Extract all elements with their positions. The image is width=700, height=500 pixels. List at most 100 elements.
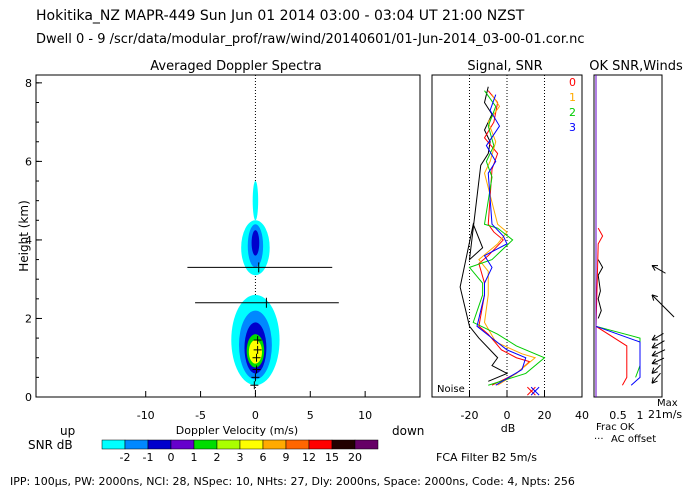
spectra-title: Averaged Doppler Spectra — [150, 59, 321, 74]
colorbar-cell — [331, 439, 356, 450]
wind-arrow — [651, 372, 661, 384]
wind-arrow-head — [651, 358, 656, 364]
velocity-tick-label: -5 — [195, 409, 206, 422]
colorbar-cell — [170, 439, 195, 450]
snr-axis: -20 0 20 40 — [461, 391, 589, 422]
wind-arrow-head — [651, 367, 655, 374]
colorbar-cell — [354, 439, 379, 450]
snr-lines — [459, 86, 546, 396]
up-label: up — [60, 424, 75, 438]
dwell-legend: 0 1 2 3 — [569, 76, 576, 134]
wind-arrow — [651, 357, 665, 365]
wind-arrow — [651, 349, 666, 357]
frac-ok-tick-label: 1 — [637, 409, 644, 422]
legend-entry: 0 — [569, 76, 576, 89]
colorbar-cell — [239, 439, 264, 450]
upper-echo-tail — [252, 181, 259, 221]
colorbar-tick-label: 0 — [168, 451, 175, 464]
db-label: dB — [501, 422, 516, 435]
fca-filter-label: FCA Filter B2 5m/s — [436, 451, 537, 464]
frac-ok-axis: 0.5 1 — [609, 409, 643, 422]
colorbar-cell — [262, 439, 287, 450]
height-tick-label: 0 — [25, 391, 32, 404]
ok-line — [595, 325, 641, 386]
snr-title: Signal, SNR — [467, 59, 542, 74]
wind-arrow-head — [651, 380, 658, 384]
x-axis-label: Doppler Velocity (m/s) — [176, 424, 298, 437]
error-bars — [187, 262, 339, 308]
colorbar-tick-label: 2 — [214, 451, 221, 464]
snr-db-label: SNR dB — [28, 438, 73, 452]
legend-entry: 1 — [569, 91, 576, 104]
snr-line — [468, 90, 546, 386]
ac-offset-label: AC offset — [611, 434, 656, 445]
colorbar-tick-label: 6 — [260, 451, 267, 464]
colorbar-cell — [147, 439, 172, 450]
snr-line — [478, 94, 537, 386]
height-tick-label: 6 — [25, 155, 32, 168]
down-label: down — [392, 424, 424, 438]
colorbar-tick-label: 20 — [348, 451, 362, 464]
radar-params: IPP: 100µs, PW: 2000ns, NCI: 28, NSpec: … — [10, 475, 575, 488]
chart-title: Hokitika_NZ MAPR-449 Sun Jun 01 2014 03:… — [36, 8, 525, 24]
wind-arrow-head — [651, 294, 655, 301]
y-axis-label: Height (km) — [17, 200, 31, 271]
colorbar-cell — [285, 439, 310, 450]
velocity-tick-label: 10 — [358, 409, 372, 422]
spectra-heatmap — [231, 181, 280, 386]
velocity-axis: -10 -5 0 5 10 — [137, 391, 372, 422]
winds-panel-frame — [593, 74, 663, 398]
wind-arrow — [651, 364, 661, 374]
lower-echo-yellow — [248, 340, 263, 364]
height-axis: 0 2 4 6 8 — [25, 77, 42, 404]
snr-tick-label: 0 — [504, 409, 511, 422]
snr-x-marker — [530, 386, 540, 396]
snr-line — [459, 86, 509, 382]
wind-arrow — [651, 333, 664, 341]
snr-tick-label: 40 — [575, 409, 589, 422]
wind-barbs — [651, 264, 675, 384]
wind-max-value: 21m/s — [648, 408, 682, 421]
wind-arrow-head — [651, 377, 654, 384]
wind-max-label: Max — [657, 398, 678, 409]
snr-x-marker — [527, 386, 536, 396]
winds-title: OK SNR,Winds — [589, 59, 683, 74]
legend-entry: 2 — [569, 106, 576, 119]
ok-snr-lines — [595, 75, 641, 397]
snr-tick-label: -20 — [461, 409, 479, 422]
upper-echo-core — [251, 230, 260, 256]
wind-arrow-head — [651, 334, 656, 341]
wind-arrow — [651, 294, 675, 318]
legend-entry: 3 — [569, 121, 576, 134]
wind-arrow-head — [651, 350, 656, 357]
colorbar-cell — [124, 439, 149, 450]
spectra-panel-frame — [35, 74, 421, 398]
velocity-tick-label: 5 — [307, 409, 314, 422]
colorbar-cell — [308, 439, 333, 450]
ok-line — [597, 259, 604, 319]
colorbar-tick-label: 12 — [302, 451, 316, 464]
colorbar-tick-label: 1 — [191, 451, 198, 464]
velocity-tick-label: -10 — [137, 409, 155, 422]
dwell-info: Dwell 0 - 9 /scr/data/modular_prof/raw/w… — [36, 32, 585, 47]
wind-arrow-head — [651, 371, 658, 374]
wind-arrow-head — [651, 265, 656, 271]
snr-tick-label: 20 — [538, 409, 552, 422]
colorbar-tick-label: 3 — [237, 451, 244, 464]
wind-arrow-head — [651, 342, 656, 349]
frac-ok-tick-label: 0.5 — [609, 409, 627, 422]
colorbar-tick-label: 9 — [283, 451, 290, 464]
height-tick-label: 2 — [25, 312, 32, 325]
colorbar-tick-label: 15 — [325, 451, 339, 464]
snr-colorbar — [101, 439, 379, 450]
frac-ok-label: Frac OK — [596, 422, 635, 433]
colorbar-cell — [193, 439, 218, 450]
colorbar-cell — [101, 439, 126, 450]
wind-arrow — [651, 340, 665, 349]
height-tick-label: 8 — [25, 77, 32, 90]
ac-offset-dots: ··· — [594, 434, 604, 445]
peak-markers — [250, 336, 262, 390]
snr-colorbar-ticks: -2 -1 0 1 2 3 6 9 12 15 20 — [120, 451, 362, 464]
height-tick-label: 4 — [25, 234, 32, 247]
